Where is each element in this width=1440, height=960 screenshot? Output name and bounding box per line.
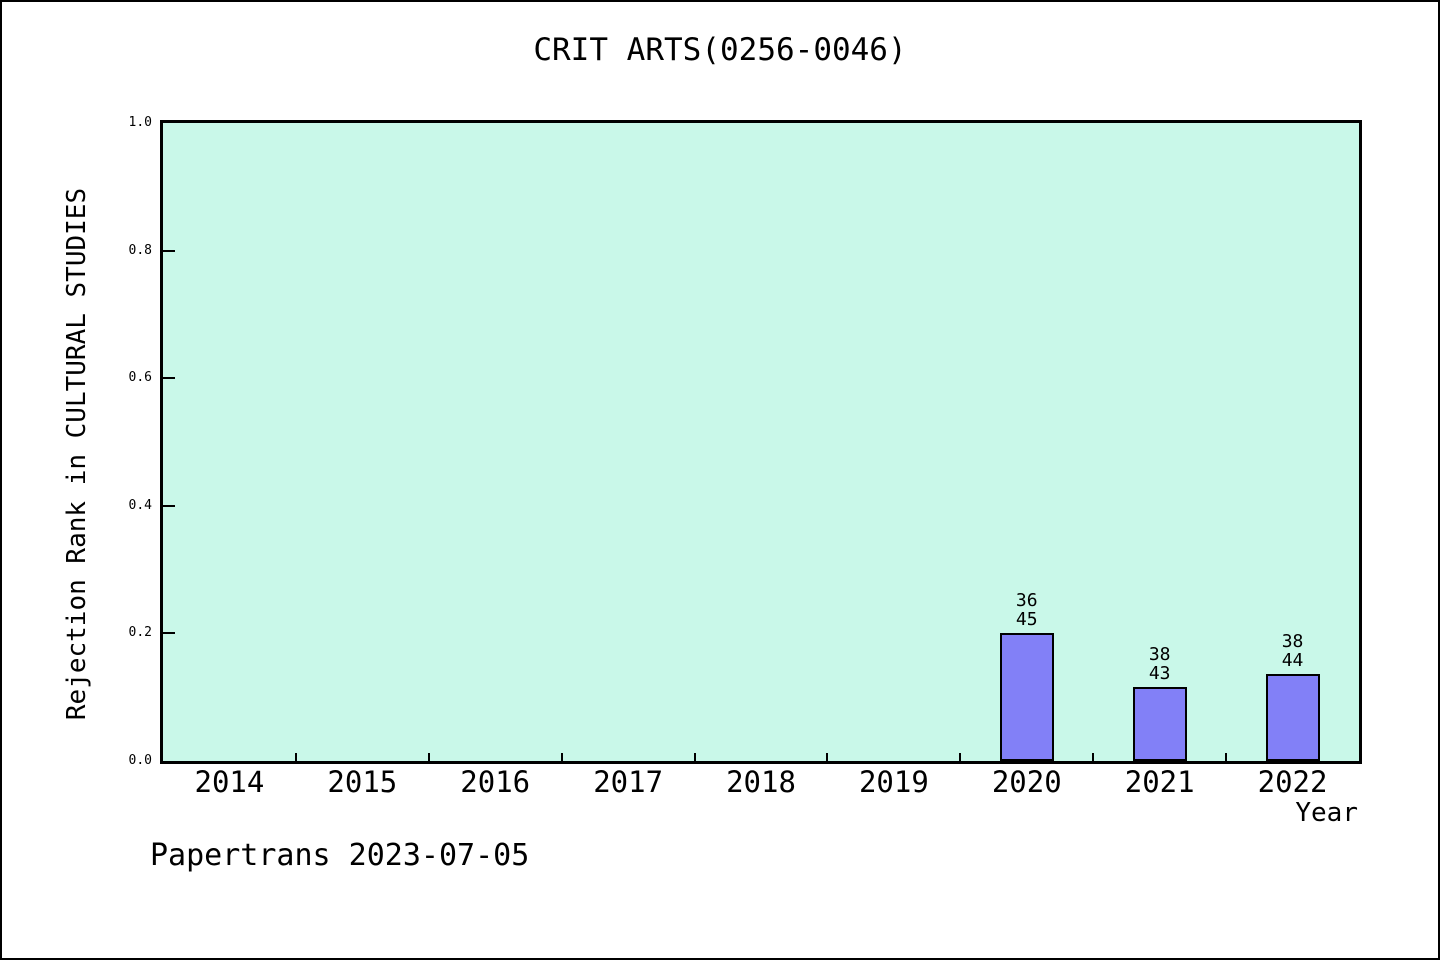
x-axis-tick-label: 2019 [858, 765, 929, 799]
y-axis-tick-mark [163, 632, 175, 635]
bar-value-line: 43 [1148, 663, 1171, 684]
x-axis-tick-mark [959, 753, 962, 761]
x-axis-label: Year [1295, 798, 1358, 828]
y-axis-tick-label: 0.0 [128, 753, 152, 768]
bar [999, 633, 1054, 761]
x-axis-tick-mark [560, 753, 563, 761]
bar-value-line: 45 [1015, 609, 1038, 631]
x-axis-tick-label: 2020 [991, 765, 1062, 799]
bar-value-label: 36 45 [1016, 591, 1038, 629]
watermark-text: Papertrans 2023-07-05 [150, 838, 530, 873]
x-axis-tick-label: 2014 [194, 765, 265, 799]
bar-value-label: 38 44 [1282, 632, 1304, 670]
x-axis-tick-mark [427, 753, 430, 761]
x-axis-tick-mark [294, 753, 297, 761]
bar [1132, 687, 1187, 761]
y-axis-tick-label: 0.6 [128, 370, 152, 386]
bar-value-line: 38 [1281, 631, 1304, 653]
bar-value-label: 38 43 [1149, 645, 1171, 683]
x-axis-tick-mark [826, 753, 829, 761]
y-axis-tick-label: 0.2 [128, 625, 152, 641]
x-axis-tick-label: 2018 [726, 765, 796, 799]
y-axis-tick-label: 1.0 [128, 115, 152, 130]
x-axis-tick-label: 2015 [327, 765, 398, 799]
x-axis-tick-label: 2021 [1124, 765, 1195, 799]
x-axis-tick-mark [693, 753, 696, 761]
x-axis-tick-label: 2016 [460, 765, 531, 799]
x-axis-tick-label: 2017 [593, 765, 664, 799]
bar [1265, 674, 1320, 761]
x-axis-tick-mark [1225, 753, 1228, 761]
y-axis-tick-mark [163, 249, 175, 252]
bar-value-line: 38 [1148, 644, 1171, 665]
plot-area: 36 45 38 43 38 44 [160, 120, 1362, 764]
y-axis-tick-label: 0.8 [128, 242, 152, 258]
y-axis-tick-label: 0.4 [128, 497, 152, 513]
bar-value-line: 36 [1015, 590, 1038, 612]
y-axis-tick-mark [163, 504, 175, 507]
x-axis-tick-mark [1092, 753, 1095, 761]
bar-value-line: 44 [1281, 650, 1304, 672]
chart-title: CRIT ARTS(0256-0046) [533, 32, 907, 68]
x-axis-tick-label: 2022 [1257, 765, 1328, 799]
y-axis-tick-mark [163, 377, 175, 380]
